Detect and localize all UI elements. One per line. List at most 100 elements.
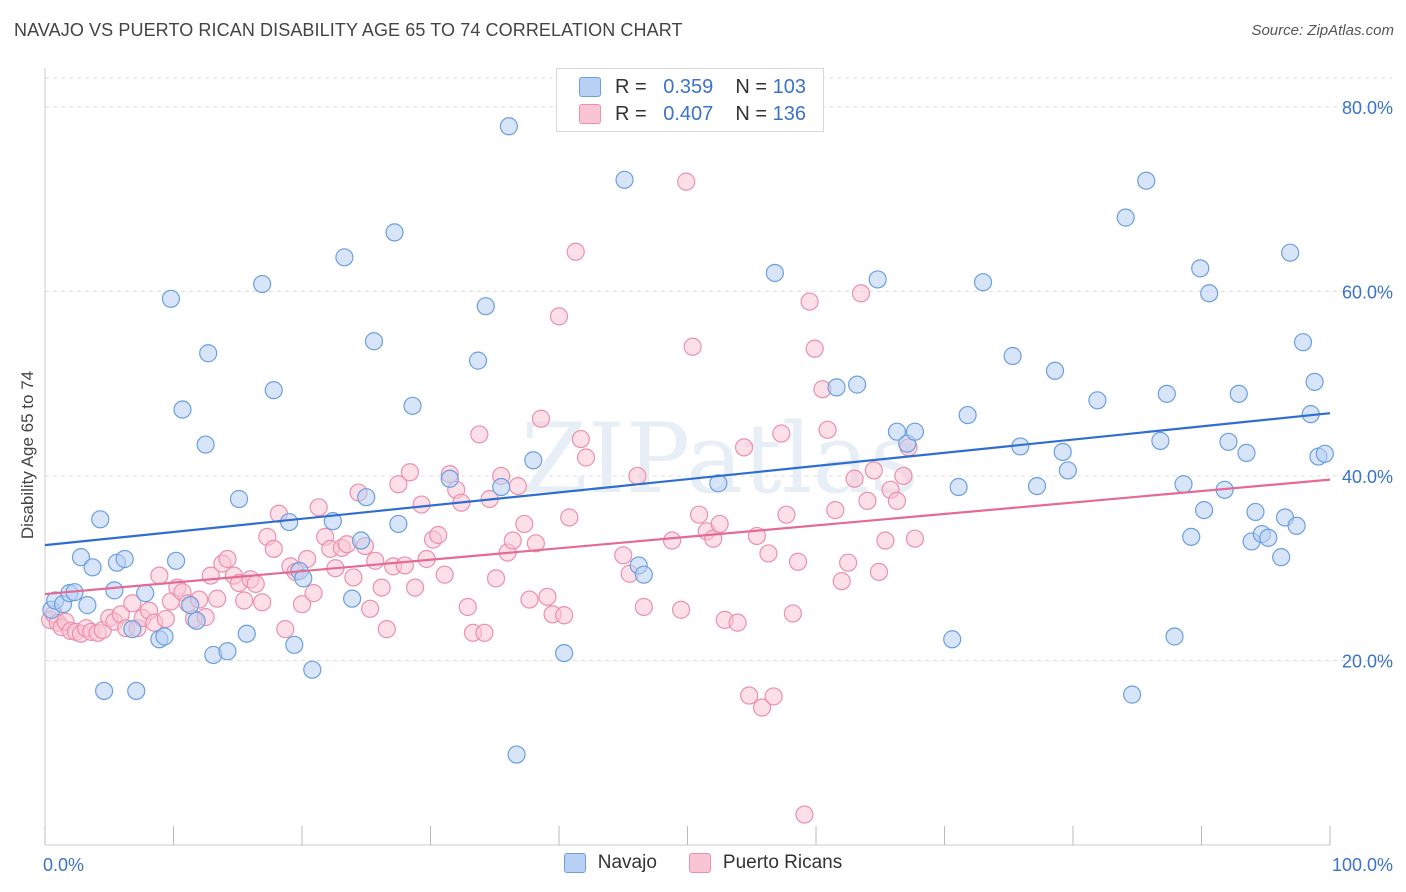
trend-lines [44, 412, 1331, 596]
correlation-legend: R = 0.359 N = 103 R = 0.407 N = 136 [556, 68, 824, 132]
data-point [292, 595, 312, 614]
data-point [1194, 500, 1214, 520]
data-point [615, 170, 634, 189]
data-point [864, 461, 883, 480]
data-point [538, 587, 557, 606]
data-point [1116, 208, 1135, 227]
data-point [772, 424, 791, 443]
r-value: 0.407 [663, 102, 714, 125]
data-point [958, 405, 977, 425]
data-point [1200, 284, 1219, 303]
data-point [115, 549, 134, 569]
data-point [1123, 685, 1142, 704]
data-point [294, 569, 313, 588]
data-point [389, 514, 408, 534]
data-point [412, 495, 431, 514]
data-point [155, 627, 174, 646]
puerto-ricans-points [41, 172, 925, 824]
data-point [83, 558, 102, 577]
data-point [280, 512, 299, 532]
data-point [304, 584, 323, 603]
data-point [435, 565, 454, 584]
data-point [734, 438, 754, 457]
data-point [400, 463, 420, 482]
data-point [285, 635, 304, 654]
data-point [208, 589, 227, 608]
data-point [492, 477, 511, 497]
data-point [1053, 442, 1072, 462]
data-point [555, 643, 574, 663]
legend-row-puerto-ricans: R = 0.407 N = 136 [579, 101, 806, 127]
data-point [894, 466, 913, 486]
data-point [1281, 243, 1300, 262]
data-point [848, 375, 867, 394]
data-point [1287, 516, 1306, 535]
data-point [765, 263, 784, 283]
data-point [1219, 432, 1238, 451]
data-point [136, 584, 155, 603]
data-point [237, 624, 256, 643]
data-point [403, 396, 422, 415]
data-point [943, 630, 962, 649]
data-point [905, 422, 925, 441]
data-point [869, 562, 889, 582]
data-point [614, 546, 633, 565]
data-point [499, 117, 518, 136]
data-point [507, 745, 526, 764]
data-point [196, 435, 215, 454]
data-point [628, 466, 647, 486]
navajo-points [42, 117, 1334, 764]
data-point [173, 400, 192, 419]
navajo-trend-line [44, 412, 1331, 547]
data-point [91, 510, 110, 529]
legend-label: Navajo [597, 852, 657, 873]
data-point [156, 609, 175, 629]
data-point [71, 548, 91, 567]
data-point [1045, 361, 1065, 380]
data-point [1157, 384, 1176, 403]
data-point [344, 568, 363, 587]
data-point [199, 344, 218, 363]
series-legend: Navajo Puerto Ricans [0, 852, 1406, 874]
data-point [566, 242, 585, 261]
data-point [385, 223, 404, 242]
data-point [309, 498, 328, 517]
data-point [764, 687, 783, 706]
y-tick-label: 80.0% [1342, 98, 1393, 118]
data-point [839, 553, 858, 572]
data-point [671, 600, 691, 619]
data-point [246, 574, 265, 593]
data-point [531, 409, 551, 428]
data-point [709, 474, 728, 493]
data-point [1191, 259, 1210, 278]
data-point [78, 596, 97, 615]
data-point [127, 681, 146, 701]
data-point [352, 531, 371, 550]
puerto-ricans-swatch [579, 104, 601, 124]
data-point [887, 491, 907, 510]
data-point [662, 531, 682, 550]
data-point [805, 339, 824, 358]
legend-row-navajo: R = 0.359 N = 103 [579, 74, 806, 100]
data-point [905, 529, 925, 548]
data-point [689, 505, 709, 524]
navajo-swatch [563, 853, 586, 873]
data-point [1259, 528, 1278, 547]
data-point [253, 274, 272, 294]
data-point [1174, 475, 1193, 494]
data-point [364, 332, 384, 351]
data-point [187, 611, 206, 630]
data-point [845, 469, 864, 488]
data-point [795, 805, 814, 824]
data-point [105, 581, 124, 600]
axes [44, 68, 1331, 846]
legend-item-navajo: Navajo [563, 852, 657, 874]
data-point [1182, 527, 1201, 546]
y-tick-labels: 20.0% 40.0% 60.0% 80.0% [1342, 98, 1393, 672]
legend-label: Puerto Ricans [722, 852, 843, 873]
data-point [1246, 502, 1265, 522]
data-point [303, 660, 322, 679]
x-tick-labels: 0.0% 100.0% [43, 855, 1393, 875]
data-point [560, 508, 579, 527]
data-point [218, 549, 237, 569]
